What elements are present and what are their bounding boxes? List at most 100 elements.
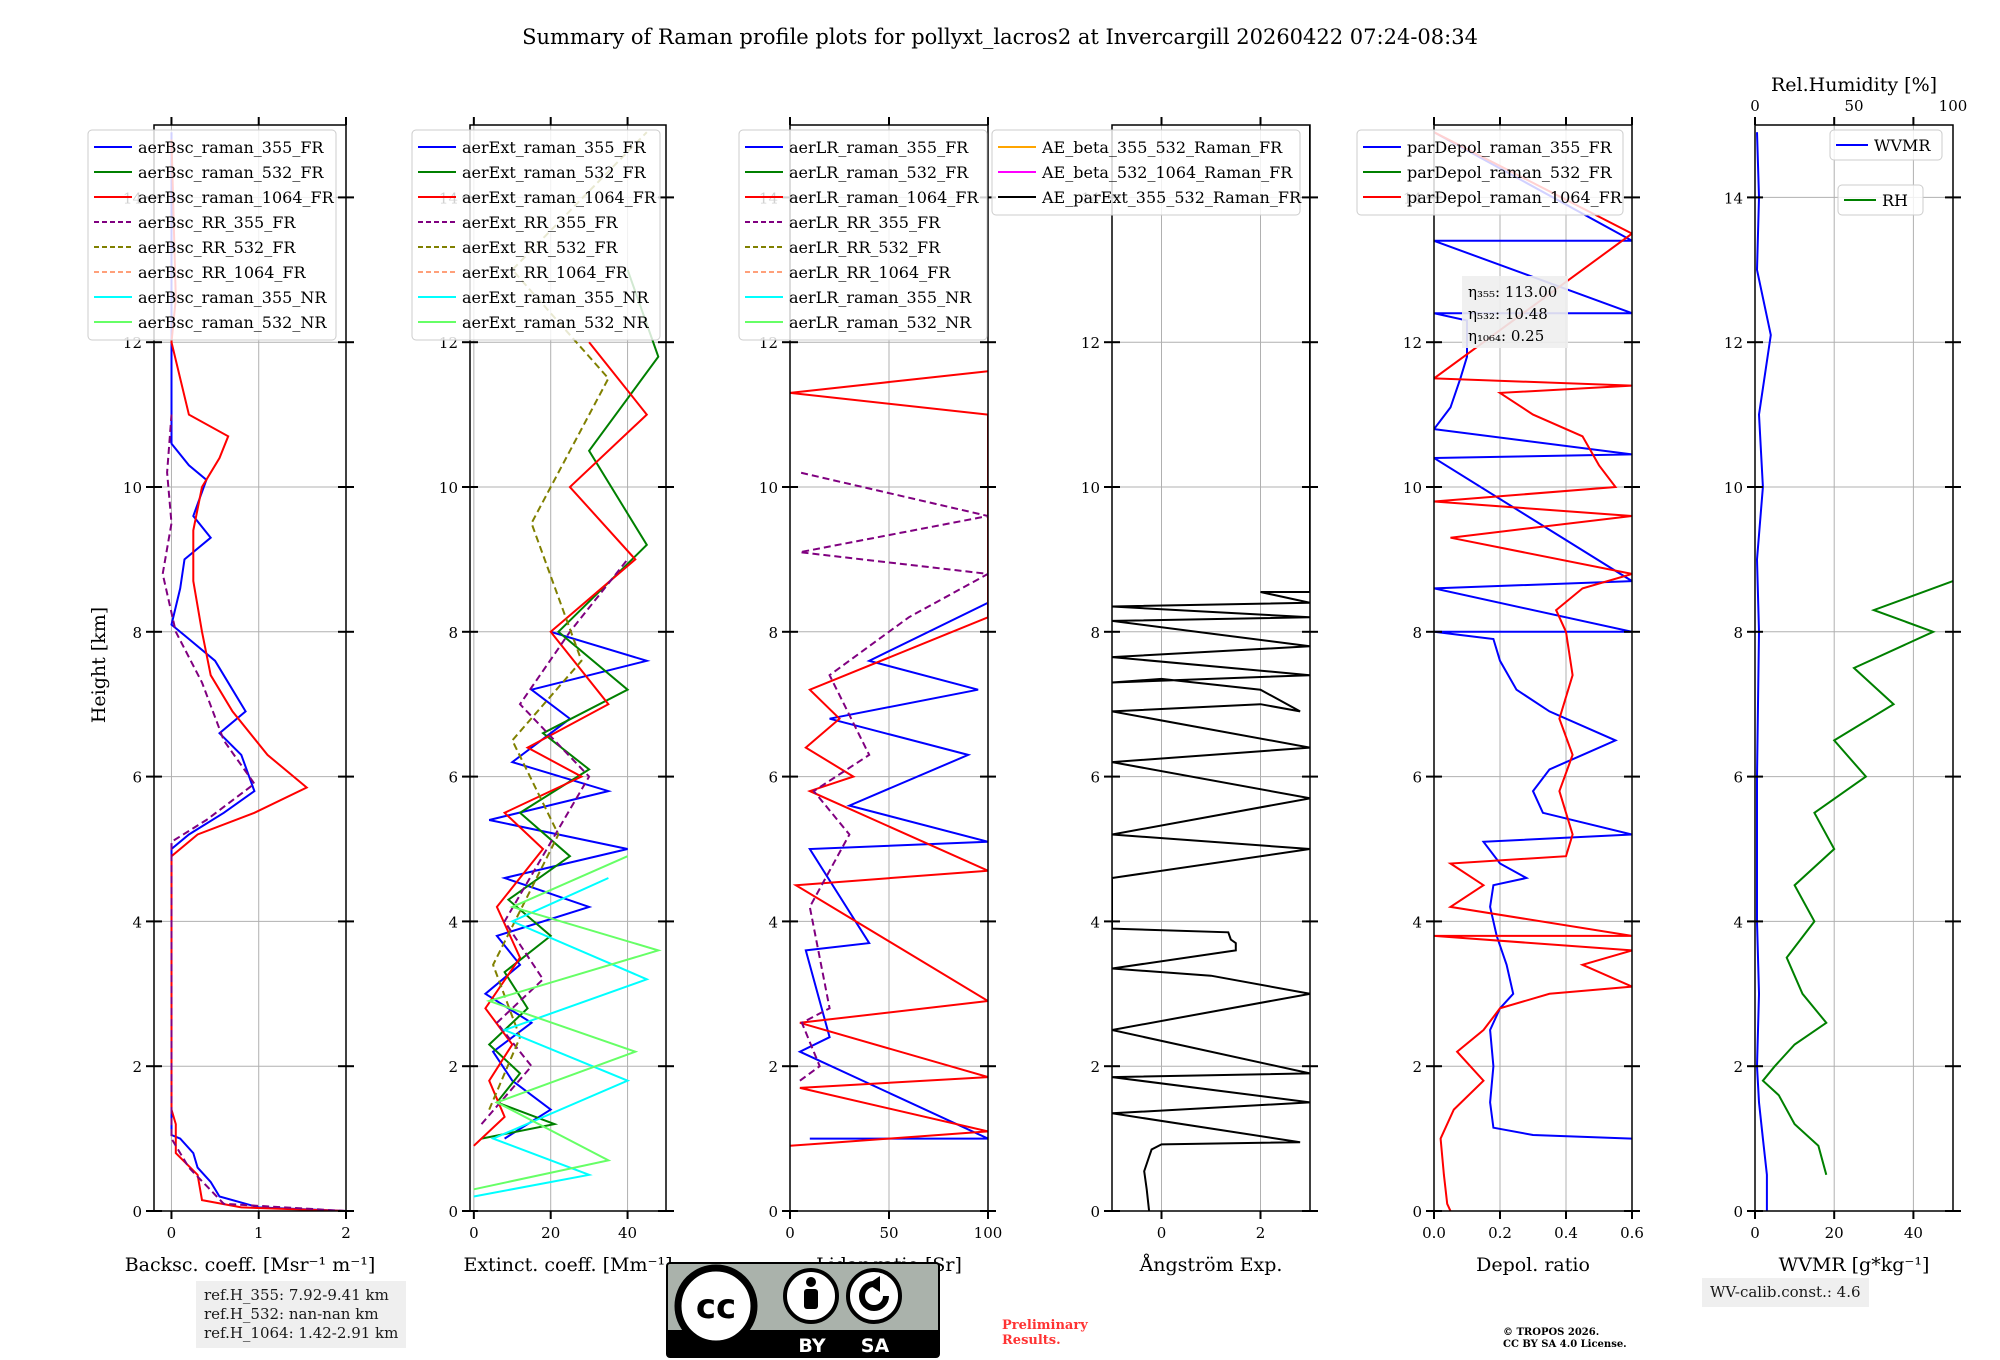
eta-label: η₃₅₅: 113.00	[1468, 283, 1557, 301]
eta-label: η₅₃₂: 10.48	[1468, 305, 1548, 323]
eta-annotation: η₃₅₅: 113.00 η₅₃₂: 10.48 η₁₀₆₄: 0.25	[1462, 276, 1568, 348]
top-tick-label: 100	[1939, 97, 1968, 115]
series-group	[790, 370, 988, 1147]
y-tick-label: 10	[1724, 479, 1743, 497]
legend-label: parDepol_raman_1064_FR	[1407, 188, 1623, 207]
y-tick-label: 12	[1724, 334, 1743, 352]
legend-label: aerExt_raman_532_FR	[462, 163, 647, 182]
series-line-aerLR_raman_1064_FR	[790, 370, 988, 1147]
legend: parDepol_raman_355_FR parDepol_raman_532_…	[1356, 129, 1624, 216]
legend-label: aerBsc_RR_532_FR	[138, 238, 296, 257]
legend-label: RH	[1882, 191, 1908, 210]
panel-extinction: 0246810121402040Extinct. coeff. [Mm⁻¹]ae…	[411, 117, 674, 1276]
y-tick-label: 4	[448, 913, 458, 931]
legend-label: aerLR_RR_1064_FR	[789, 263, 951, 282]
series-line-aerLR_raman_355_FR	[797, 601, 988, 1140]
series-line-aerExt_raman_532_FR	[481, 269, 660, 1140]
y-tick-label: 8	[1733, 624, 1743, 642]
y-tick-label: 14	[1724, 189, 1743, 207]
x-axis-label: Backsc. coeff. [Msr⁻¹ m⁻¹]	[125, 1254, 376, 1276]
legend-label: AE_beta_532_1064_Raman_FR	[1041, 163, 1293, 182]
y-tick-label: 0	[768, 1203, 778, 1221]
y-tick-label: 2	[1090, 1058, 1100, 1076]
y-tick-label: 6	[1733, 769, 1743, 787]
x-tick-label: 0.4	[1554, 1224, 1578, 1242]
series-group	[161, 132, 346, 1211]
legend: AE_beta_355_532_Raman_FR AE_beta_532_1064…	[991, 129, 1302, 216]
legend-label: aerBsc_raman_355_NR	[138, 288, 327, 307]
copyright-line-1: © TROPOS 2026.	[1503, 1327, 1600, 1338]
series-line-WVMR	[1755, 132, 1772, 1211]
x-tick-label: 0.6	[1620, 1224, 1644, 1242]
y-tick-label: 6	[448, 769, 458, 787]
legend-box	[1356, 129, 1624, 216]
legend-box	[1829, 129, 1943, 161]
top-tick-label: 0	[1750, 97, 1760, 115]
x-tick-label: 0	[1157, 1224, 1167, 1242]
y-tick-label: 4	[132, 913, 142, 931]
series-line-RH	[1761, 580, 1953, 1176]
x-tick-label: 0	[1750, 1224, 1760, 1242]
x-tick-label: 0	[167, 1224, 177, 1242]
plot-frame	[1433, 124, 1633, 1212]
by-label: BY	[798, 1335, 825, 1357]
series-line-aerLR_RR_355_FR	[799, 471, 988, 1082]
legend-label: aerBsc_raman_355_FR	[138, 138, 324, 157]
legend-label: aerBsc_raman_1064_FR	[138, 188, 335, 207]
x-axis-label: Extinct. coeff. [Mm⁻¹]	[463, 1254, 672, 1276]
legend-label: aerExt_RR_532_FR	[462, 238, 619, 257]
legend-label: aerExt_raman_355_NR	[462, 288, 650, 307]
legend-box	[738, 129, 988, 341]
x-axis-label: Depol. ratio	[1476, 1254, 1590, 1276]
legend-box	[411, 129, 661, 341]
y-tick-label: 0	[1733, 1203, 1743, 1221]
y-axis-label: Height [km]	[88, 607, 110, 723]
y-tick-label: 0	[132, 1203, 142, 1221]
refh-355: ref.H_355: 7.92-9.41 km	[204, 1286, 389, 1304]
legend-label: aerExt_raman_355_FR	[462, 138, 647, 157]
legend-label: aerLR_raman_532_FR	[789, 163, 969, 182]
y-tick-label: 2	[132, 1058, 142, 1076]
y-tick-label: 2	[768, 1058, 778, 1076]
wv-calib-box: WV-calib.const.: 4.6	[1702, 1278, 1869, 1307]
x-tick-label: 50	[879, 1224, 898, 1242]
y-tick-label: 10	[1081, 479, 1100, 497]
legend-label: aerLR_raman_532_NR	[789, 313, 972, 332]
sa-label: SA	[861, 1335, 890, 1357]
legend-label: aerBsc_raman_532_FR	[138, 163, 324, 182]
legend-label: aerExt_raman_1064_FR	[462, 188, 657, 207]
y-tick-label: 10	[439, 479, 458, 497]
y-tick-label: 8	[1090, 624, 1100, 642]
y-tick-label: 6	[1412, 769, 1422, 787]
x-tick-label: 2	[341, 1224, 351, 1242]
legend-label: WVMR	[1874, 136, 1931, 155]
panel-backscatter: 02468101214012Backsc. coeff. [Msr⁻¹ m⁻¹]…	[87, 117, 376, 1276]
y-tick-label: 2	[448, 1058, 458, 1076]
legend-label: AE_parExt_355_532_Raman_FR	[1041, 188, 1302, 207]
top-tick-label: 50	[1844, 97, 1863, 115]
preliminary-line-1: Preliminary	[1002, 1318, 1088, 1333]
y-tick-label: 6	[132, 769, 142, 787]
series-group	[1434, 131, 1632, 1211]
legend: aerBsc_raman_355_FR aerBsc_raman_532_FRae…	[87, 129, 337, 341]
figure-title: Summary of Raman profile plots for polly…	[522, 25, 1478, 49]
plot-frame	[1111, 124, 1311, 1212]
y-tick-label: 10	[759, 479, 778, 497]
legend-label: aerLR_raman_1064_FR	[789, 188, 979, 207]
series-line-aerExt_raman_532_NR	[473, 855, 662, 1191]
legend-box	[1837, 184, 1924, 216]
y-tick-label: 8	[768, 624, 778, 642]
y-tick-label: 12	[1081, 334, 1100, 352]
legend-label: parDepol_raman_532_FR	[1407, 163, 1613, 182]
legend-label: aerExt_RR_1064_FR	[462, 263, 629, 282]
top-axis-label: Rel.Humidity [%]	[1771, 74, 1937, 96]
series-group	[1112, 125, 1310, 1211]
panel-water_vapor: 0 2 4 6 8 10 12 14 0 20 40 WVMR [g*kg⁻¹] 0 50 100Rel.H…	[1724, 74, 1967, 1276]
eta-label: η₁₀₆₄: 0.25	[1468, 327, 1544, 345]
x-tick-label: 20	[1825, 1224, 1844, 1242]
copyright-line-2: CC BY SA 4.0 License.	[1503, 1339, 1627, 1350]
legend: aerLR_raman_355_FR aerLR_raman_532_FR aerL…	[738, 129, 988, 341]
legend-label: aerExt_raman_532_NR	[462, 313, 650, 332]
legend-box	[991, 129, 1301, 216]
